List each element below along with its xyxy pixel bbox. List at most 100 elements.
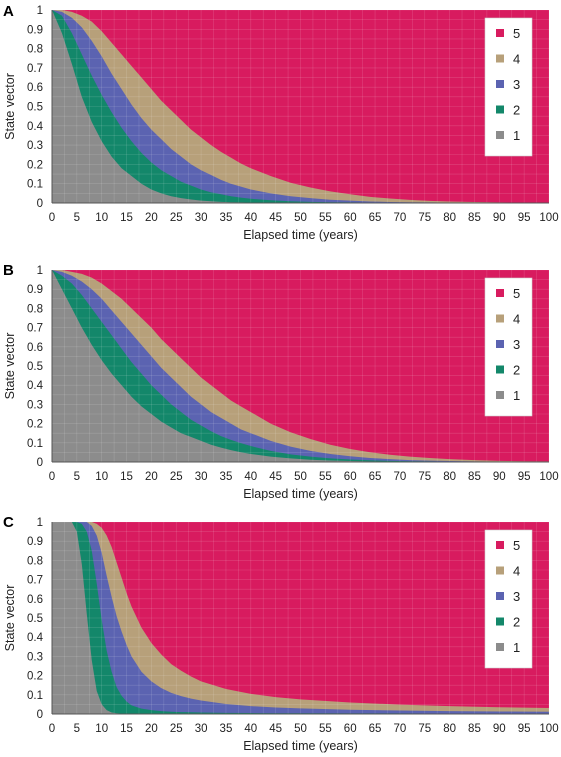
y-tick-label: 0.3	[27, 651, 43, 663]
x-tick-label: 0	[49, 212, 55, 224]
y-tick-label: 1	[37, 517, 43, 529]
x-tick-label: 65	[369, 723, 382, 735]
x-tick-label: 5	[74, 723, 80, 735]
legend-box	[484, 529, 533, 669]
x-tick-label: 100	[539, 471, 558, 483]
y-tick-label: 0.1	[27, 179, 43, 191]
x-tick-label: 55	[319, 471, 332, 483]
y-axis-label: State vector	[3, 585, 17, 652]
legend-label-3: 3	[513, 337, 520, 352]
x-tick-label: 15	[120, 723, 133, 735]
y-tick-label: 0.9	[27, 284, 43, 296]
y-tick-label: 0	[37, 198, 43, 210]
y-tick-label: 0.8	[27, 44, 43, 56]
y-tick-label: 0	[37, 457, 43, 469]
legend-box	[484, 17, 533, 157]
legend-label-1: 1	[513, 640, 520, 655]
x-tick-label: 40	[244, 471, 257, 483]
legend-label-4: 4	[513, 564, 520, 579]
x-tick-label: 40	[244, 723, 257, 735]
area-series-3	[52, 10, 549, 203]
x-tick-label: 90	[493, 212, 506, 224]
y-tick-label: 0.7	[27, 575, 43, 587]
y-tick-label: 0.7	[27, 323, 43, 335]
area-series-1	[52, 270, 549, 462]
y-tick-label: 0.3	[27, 399, 43, 411]
x-tick-label: 95	[518, 723, 531, 735]
legend-swatch-5	[496, 289, 504, 297]
x-tick-label: 45	[269, 471, 282, 483]
legend-swatch-2	[496, 617, 504, 626]
legend-label-4: 4	[513, 312, 520, 327]
x-tick-label: 20	[145, 471, 158, 483]
legend-swatch-4	[496, 54, 504, 63]
y-tick-label: 0.2	[27, 671, 43, 683]
legend-label-4: 4	[513, 52, 520, 67]
y-tick-label: 0.4	[27, 121, 44, 133]
legend-swatch-4	[496, 566, 504, 575]
legend-swatch-2	[496, 365, 504, 374]
x-tick-label: 10	[95, 212, 108, 224]
x-tick-label: 60	[344, 723, 357, 735]
x-axis-label: Elapsed time (years)	[243, 487, 358, 501]
y-tick-label: 0.7	[27, 63, 43, 75]
y-tick-label: 0.9	[27, 536, 43, 548]
x-tick-label: 75	[418, 471, 431, 483]
legend-swatch-5	[496, 29, 504, 37]
chart-panel-b: 00.10.20.30.40.50.60.70.80.910 5 10 15 20 25 3…	[3, 262, 559, 501]
x-tick-label: 0	[49, 471, 55, 483]
y-tick-label: 0.5	[27, 102, 43, 114]
x-tick-label: 50	[294, 471, 307, 483]
legend-label-3: 3	[513, 589, 520, 604]
legend-label-2: 2	[513, 615, 520, 630]
x-tick-label: 55	[319, 723, 332, 735]
y-tick-label: 1	[37, 265, 43, 277]
x-tick-label: 0	[49, 723, 55, 735]
area-series-1	[52, 10, 549, 203]
y-tick-label: 0.5	[27, 613, 43, 625]
x-tick-label: 5	[74, 471, 80, 483]
chart-panel-c: 00.10.20.30.40.50.60.70.80.910 5 10 15 20 25 3…	[3, 514, 559, 753]
x-tick-label: 80	[443, 212, 456, 224]
x-axis-label: Elapsed time (years)	[243, 739, 358, 753]
y-tick-label: 0.9	[27, 24, 43, 36]
x-tick-label: 5	[74, 212, 80, 224]
x-tick-label: 65	[369, 471, 382, 483]
x-tick-label: 95	[518, 212, 531, 224]
x-tick-label: 30	[195, 471, 208, 483]
legend-label-2: 2	[513, 363, 520, 378]
legend-label-1: 1	[513, 388, 520, 403]
x-tick-label: 70	[394, 471, 407, 483]
legend-swatch-3	[496, 592, 504, 600]
panel-label: B	[3, 262, 14, 279]
x-tick-label: 60	[344, 212, 357, 224]
area-series-2	[52, 522, 549, 714]
y-tick-label: 0.8	[27, 303, 43, 315]
x-tick-label: 85	[468, 723, 481, 735]
x-tick-label: 80	[443, 471, 456, 483]
legend-swatch-5	[496, 541, 504, 549]
legend-swatch-3	[496, 340, 504, 348]
x-tick-label: 45	[269, 212, 282, 224]
x-tick-label: 60	[344, 471, 357, 483]
legend: 5 4 3 2 1	[484, 17, 533, 157]
legend: 5 4 3 2 1	[484, 277, 533, 417]
x-tick-label: 35	[220, 212, 233, 224]
panel-label: A	[3, 3, 14, 20]
grid-lines	[51, 9, 550, 204]
legend-label-5: 5	[513, 286, 520, 301]
x-tick-label: 35	[220, 471, 233, 483]
x-tick-label: 20	[145, 212, 158, 224]
legend-swatch-2	[496, 105, 504, 114]
x-tick-label: 100	[539, 212, 558, 224]
area-series-5	[52, 522, 549, 714]
y-tick-label: 0.1	[27, 438, 43, 450]
grid-lines	[51, 269, 550, 463]
x-axis-label: Elapsed time (years)	[243, 228, 358, 242]
x-tick-label: 95	[518, 471, 531, 483]
legend-label-2: 2	[513, 103, 520, 118]
y-tick-label: 0.2	[27, 419, 43, 431]
x-tick-label: 70	[394, 723, 407, 735]
x-tick-label: 50	[294, 723, 307, 735]
